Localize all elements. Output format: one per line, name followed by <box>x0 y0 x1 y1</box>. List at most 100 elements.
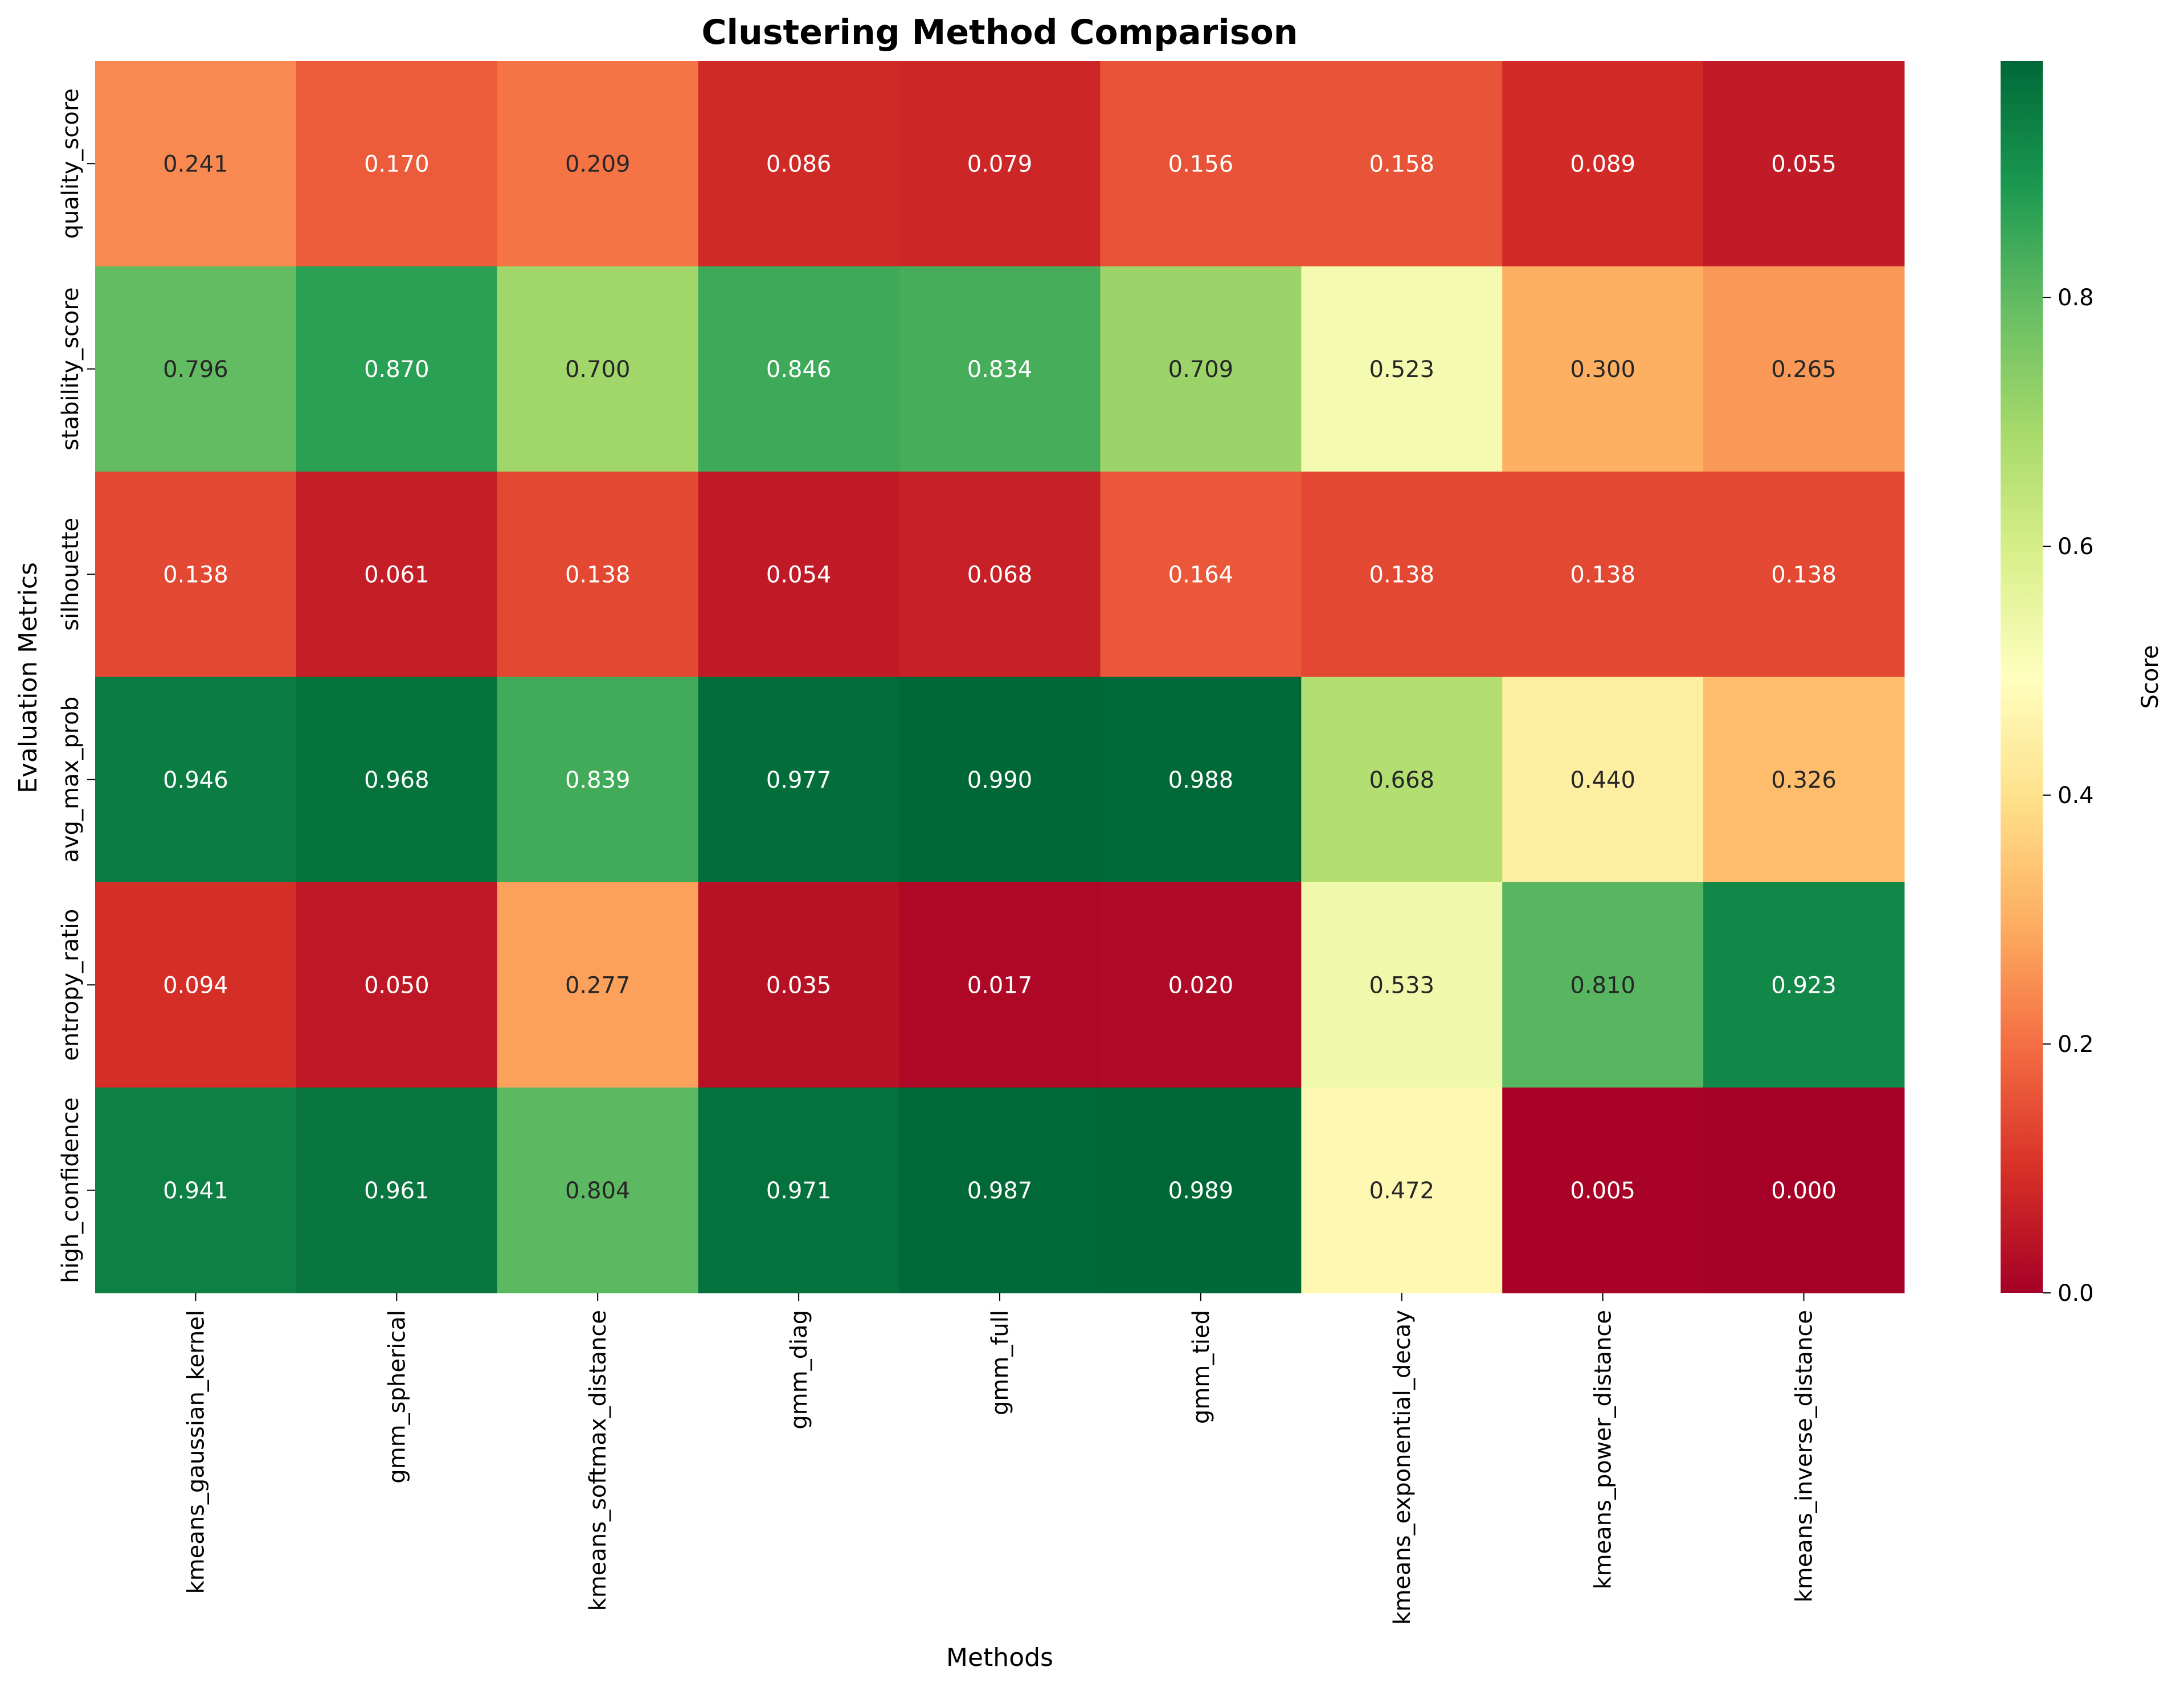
y-tick-label: stability_score <box>58 287 84 451</box>
x-tick-label: kmeans_gaussian_kernel <box>183 1310 209 1594</box>
cell-value-label: 0.061 <box>364 562 430 588</box>
cell-value-label: 0.990 <box>967 767 1033 793</box>
cell-value-label: 0.138 <box>565 562 631 588</box>
cell-value-label: 0.265 <box>1771 357 1837 383</box>
cell-value-label: 0.987 <box>967 1178 1033 1204</box>
cell-value-label: 0.089 <box>1570 151 1635 177</box>
cell-value-label: 0.668 <box>1369 767 1435 793</box>
heatmap-cell-labels: 0.241 0.170 0.209 0.086 0.079 0.156 0.158 0.089… <box>163 151 1837 1204</box>
y-axis-label: Evaluation Metrics <box>14 562 43 793</box>
heatmap-cell <box>1301 472 1503 677</box>
heatmap-cell <box>1301 677 1503 883</box>
heatmap-cell <box>1502 1087 1704 1293</box>
cell-value-label: 0.804 <box>565 1178 631 1204</box>
heatmap-cell <box>1301 882 1503 1088</box>
cell-value-label: 0.946 <box>163 767 228 793</box>
heatmap-cell <box>899 882 1101 1088</box>
cell-value-label: 0.709 <box>1168 357 1234 383</box>
x-axis-label: Methods <box>946 1643 1053 1672</box>
heatmap-cell <box>1502 472 1704 677</box>
heatmap-cell <box>95 882 297 1088</box>
heatmap-cell <box>1703 1087 1905 1293</box>
cell-value-label: 0.533 <box>1369 972 1435 998</box>
x-tick-label: kmeans_softmax_distance <box>585 1310 611 1611</box>
heatmap-cell <box>899 61 1101 267</box>
heatmap-cell <box>95 61 297 267</box>
x-tick-label: gmm_diag <box>786 1310 812 1430</box>
y-tick-label: entropy_ratio <box>58 909 84 1061</box>
heatmap-cell <box>1703 61 1905 267</box>
colorbar-gradient <box>2001 61 2043 1293</box>
x-tick-label: kmeans_power_distance <box>1590 1310 1617 1590</box>
cell-value-label: 0.870 <box>364 357 430 383</box>
x-tick-label: kmeans_inverse_distance <box>1792 1310 1818 1603</box>
cell-value-label: 0.054 <box>766 562 832 588</box>
cell-value-label: 0.055 <box>1771 151 1837 177</box>
heatmap-cell <box>497 472 699 677</box>
heatmap-cell <box>1703 472 1905 677</box>
cell-value-label: 0.834 <box>967 357 1033 383</box>
heatmap-cell <box>1703 266 1905 472</box>
heatmap-cell <box>497 61 699 267</box>
colorbar-tick-label: 0.0 <box>2058 1280 2094 1307</box>
heatmap-cells <box>95 61 1905 1293</box>
y-tick-label: avg_max_prob <box>58 697 84 863</box>
cell-value-label: 0.810 <box>1570 972 1635 998</box>
y-tick-label: silhouette <box>58 518 84 631</box>
heatmap-cell <box>296 472 498 677</box>
heatmap-cell <box>1301 266 1503 472</box>
cell-value-label: 0.094 <box>163 972 228 998</box>
heatmap-cell <box>899 677 1101 883</box>
chart-title: Clustering Method Comparison <box>702 13 1298 52</box>
heatmap-cell <box>95 266 297 472</box>
heatmap-cell <box>1301 1087 1503 1293</box>
cell-value-label: 0.138 <box>1570 562 1635 588</box>
cell-value-label: 0.923 <box>1771 972 1837 998</box>
heatmap-cell <box>698 266 900 472</box>
cell-value-label: 0.977 <box>766 767 832 793</box>
heatmap-cell <box>698 882 900 1088</box>
y-tick-label: high_confidence <box>58 1098 84 1283</box>
heatmap-cell <box>497 1087 699 1293</box>
colorbar: 0.0 0.2 0.4 0.6 0.8 Score <box>2001 61 2163 1307</box>
heatmap-cell <box>296 677 498 883</box>
heatmap-cell <box>296 882 498 1088</box>
heatmap-cell <box>1502 677 1704 883</box>
y-tick-label: quality_score <box>58 88 84 239</box>
cell-value-label: 0.158 <box>1369 151 1435 177</box>
heatmap-cell <box>1502 266 1704 472</box>
cell-value-label: 0.440 <box>1570 767 1635 793</box>
cell-value-label: 0.017 <box>967 972 1033 998</box>
cell-value-label: 0.020 <box>1168 972 1234 998</box>
heatmap-cell <box>1100 677 1302 883</box>
heatmap-cell <box>1703 677 1905 883</box>
cell-value-label: 0.005 <box>1570 1178 1635 1204</box>
cell-value-label: 0.050 <box>364 972 430 998</box>
cell-value-label: 0.961 <box>364 1178 430 1204</box>
x-tick-label: gmm_full <box>987 1310 1013 1415</box>
heatmap-cell <box>899 472 1101 677</box>
cell-value-label: 0.068 <box>967 562 1033 588</box>
heatmap-cell <box>1301 61 1503 267</box>
x-tick-label: gmm_spherical <box>384 1310 410 1484</box>
cell-value-label: 0.277 <box>565 972 631 998</box>
colorbar-tick-label: 0.8 <box>2058 285 2094 311</box>
heatmap-cell <box>1703 882 1905 1088</box>
colorbar-tick-label: 0.4 <box>2058 783 2094 809</box>
cell-value-label: 0.170 <box>364 151 430 177</box>
cell-value-label: 0.086 <box>766 151 832 177</box>
cell-value-label: 0.472 <box>1369 1178 1435 1204</box>
cell-value-label: 0.846 <box>766 357 832 383</box>
colorbar-tick-label: 0.6 <box>2058 534 2094 560</box>
heatmap-cell <box>698 472 900 677</box>
heatmap-cell <box>698 677 900 883</box>
heatmap-cell <box>296 61 498 267</box>
cell-value-label: 0.300 <box>1570 357 1635 383</box>
cell-value-label: 0.839 <box>565 767 631 793</box>
cell-value-label: 0.164 <box>1168 562 1234 588</box>
heatmap-cell <box>698 1087 900 1293</box>
cell-value-label: 0.138 <box>163 562 228 588</box>
cell-value-label: 0.968 <box>364 767 430 793</box>
x-axis: kmeans_gaussian_kernel gmm_spherical kmean… <box>183 1293 1818 1625</box>
